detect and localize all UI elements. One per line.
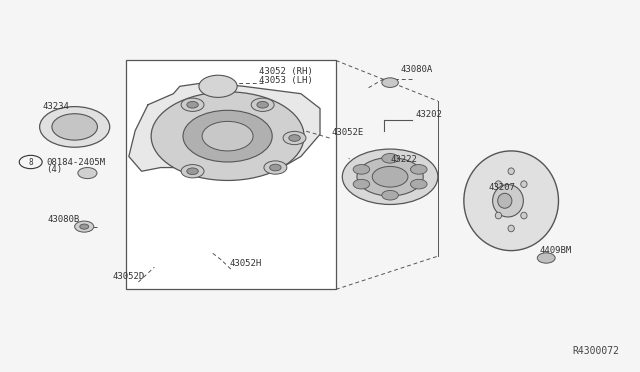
Circle shape	[269, 164, 281, 171]
Polygon shape	[129, 83, 320, 175]
Circle shape	[538, 253, 555, 263]
Text: 43080B: 43080B	[47, 215, 79, 224]
Circle shape	[78, 167, 97, 179]
Circle shape	[52, 114, 97, 140]
Text: 43234: 43234	[43, 102, 70, 111]
Ellipse shape	[521, 212, 527, 219]
Circle shape	[289, 135, 300, 141]
Text: 8: 8	[28, 157, 33, 167]
Circle shape	[251, 98, 274, 112]
Text: 43052 (RH): 43052 (RH)	[259, 67, 313, 76]
Ellipse shape	[493, 185, 524, 217]
Ellipse shape	[495, 181, 502, 187]
Circle shape	[40, 107, 109, 147]
Circle shape	[382, 190, 398, 200]
Circle shape	[372, 166, 408, 187]
Circle shape	[353, 179, 370, 189]
Circle shape	[187, 102, 198, 108]
Circle shape	[151, 92, 304, 180]
Ellipse shape	[508, 225, 515, 232]
Circle shape	[382, 78, 398, 87]
Text: 43202: 43202	[415, 109, 442, 119]
Circle shape	[80, 224, 89, 229]
Circle shape	[75, 221, 94, 232]
Text: 43222: 43222	[390, 155, 417, 164]
Text: 43052E: 43052E	[332, 128, 364, 137]
Text: R4300072: R4300072	[573, 346, 620, 356]
Circle shape	[410, 179, 427, 189]
Circle shape	[342, 149, 438, 205]
Ellipse shape	[495, 212, 502, 219]
Text: 43207: 43207	[489, 183, 516, 192]
Text: (4): (4)	[46, 165, 62, 174]
Text: 43052D: 43052D	[113, 272, 145, 281]
Circle shape	[257, 102, 268, 108]
Circle shape	[187, 168, 198, 174]
Text: 43080A: 43080A	[401, 65, 433, 74]
Circle shape	[283, 131, 306, 145]
Ellipse shape	[498, 193, 512, 208]
Circle shape	[410, 164, 427, 174]
Circle shape	[353, 164, 370, 174]
Circle shape	[357, 158, 423, 196]
Circle shape	[382, 154, 398, 163]
Circle shape	[181, 164, 204, 178]
FancyBboxPatch shape	[125, 61, 336, 289]
Circle shape	[199, 75, 237, 97]
Text: 4409BM: 4409BM	[540, 246, 572, 255]
Ellipse shape	[464, 151, 559, 251]
Text: 08184-2405M: 08184-2405M	[46, 157, 105, 167]
Text: 43053 (LH): 43053 (LH)	[259, 76, 313, 85]
Circle shape	[202, 121, 253, 151]
Circle shape	[264, 161, 287, 174]
Ellipse shape	[508, 168, 515, 174]
Circle shape	[181, 98, 204, 112]
Text: 43052H: 43052H	[230, 259, 262, 268]
Circle shape	[183, 110, 272, 162]
Ellipse shape	[521, 181, 527, 187]
